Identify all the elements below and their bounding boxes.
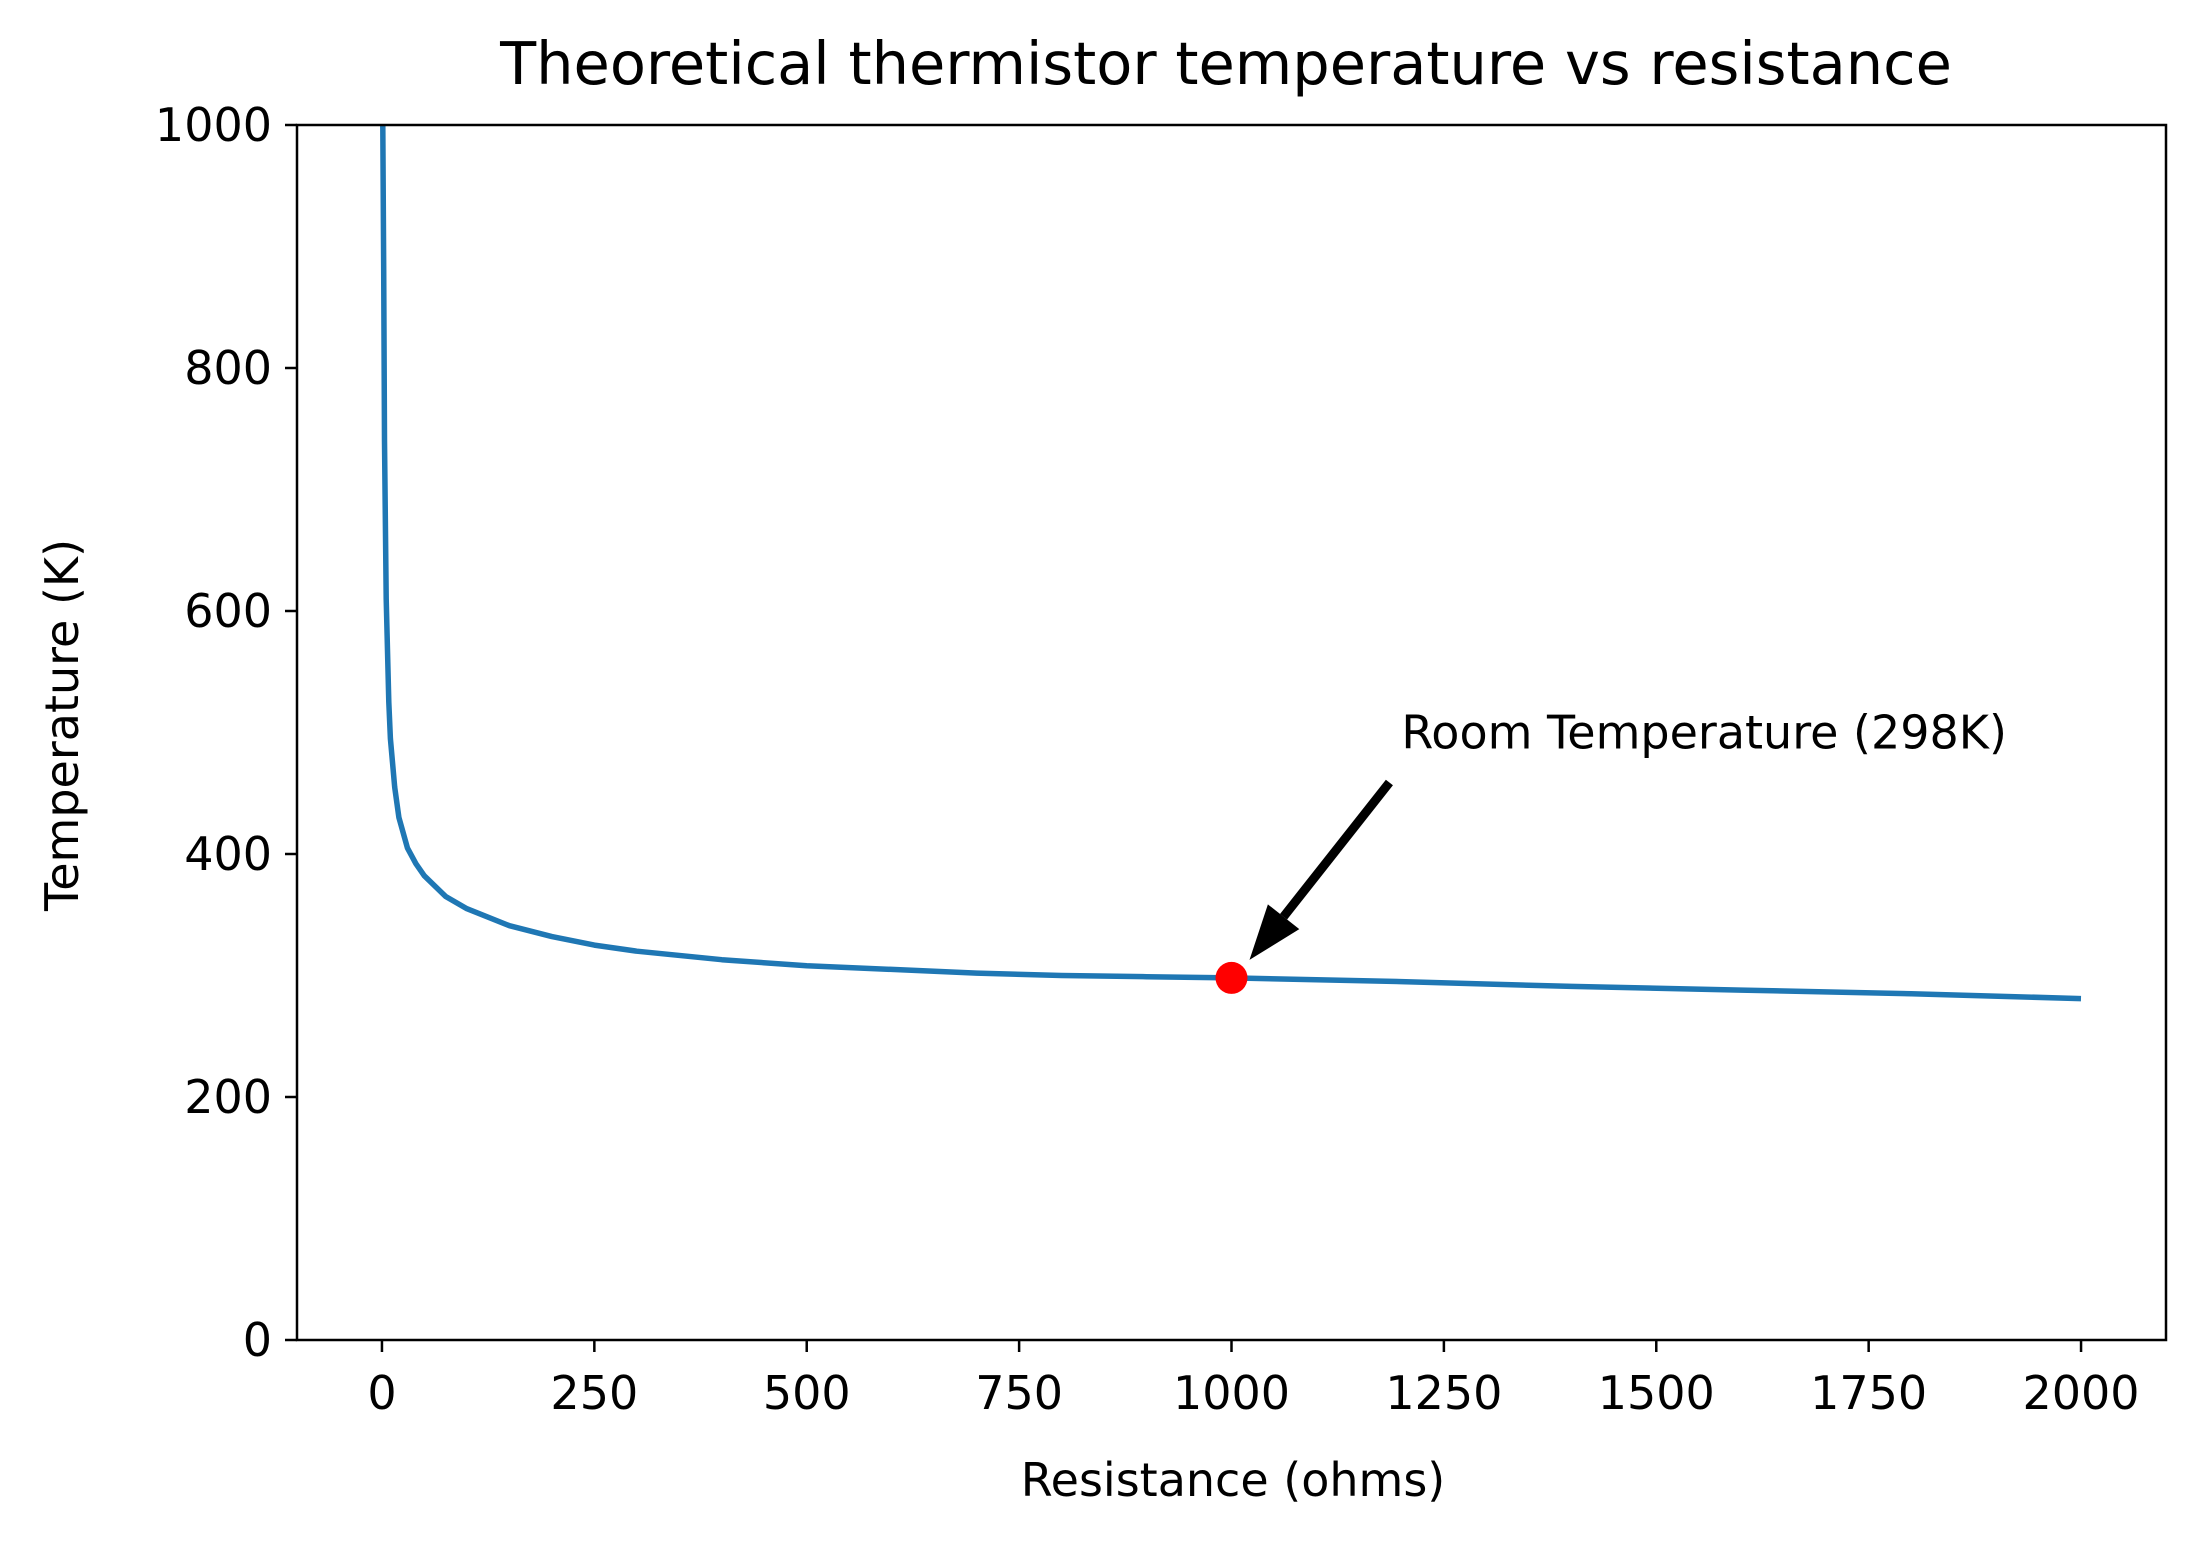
x-tick-label: 250 (550, 1366, 638, 1420)
axes: 0 250 500 750 1000 1250 1500 1750 2000 0 200 400 600… (155, 98, 2168, 1420)
y-tick-label: 0 (243, 1313, 272, 1367)
x-tick-label: 1750 (1810, 1366, 1927, 1420)
y-axis-label: Temperature (K) (35, 539, 89, 912)
x-axis-label: Resistance (ohms) (1021, 1453, 1445, 1507)
chart-title: Theoretical thermistor temperature vs re… (499, 29, 1952, 98)
series-line-0 (380, 125, 2082, 1002)
y-tick-label: 1000 (155, 98, 272, 152)
annotation-arrow-head (1249, 904, 1300, 960)
annotation: Room Temperature (298K) (1249, 706, 2007, 960)
x-tick-label: 2000 (2023, 1366, 2140, 1420)
x-tick-label: 750 (975, 1366, 1063, 1420)
y-tick-label: 400 (184, 827, 272, 881)
x-tick-label: 0 (367, 1366, 396, 1420)
x-tick-label: 1500 (1598, 1366, 1715, 1420)
room-temperature-marker (1215, 961, 1248, 994)
x-tick-label: 500 (763, 1366, 851, 1420)
y-tick-label: 200 (184, 1070, 272, 1124)
y-tick-label: 800 (184, 341, 272, 395)
x-tick-label: 1000 (1173, 1366, 1290, 1420)
x-tick-label: 1250 (1385, 1366, 1502, 1420)
plot-area (380, 125, 2082, 1002)
annotation-label: Room Temperature (298K) (1401, 706, 2006, 760)
y-tick-label: 600 (184, 584, 272, 638)
annotation-arrow-shaft (1280, 779, 1393, 920)
